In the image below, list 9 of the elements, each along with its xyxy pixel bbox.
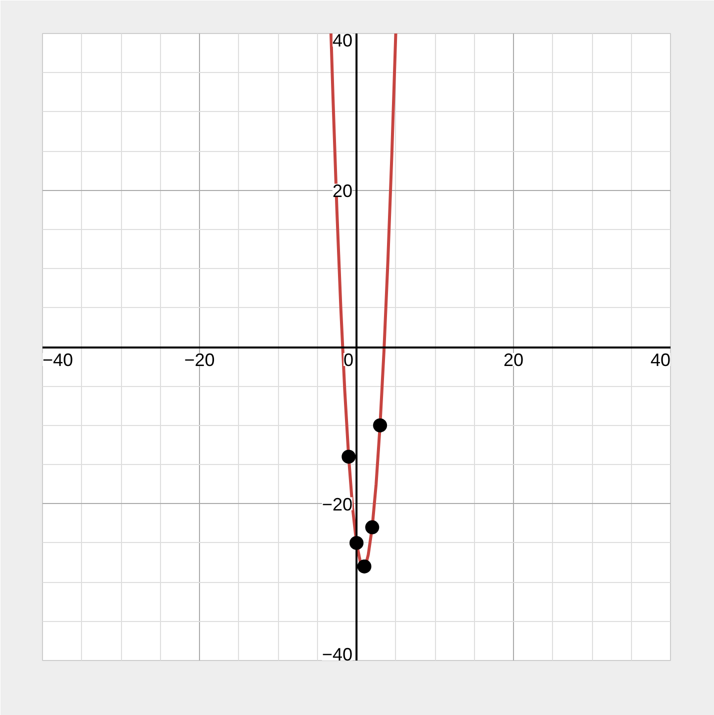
y-tick-label: 20 [332, 180, 353, 201]
x-tick-label: 0 [343, 350, 354, 370]
x-tick-label: 40 [650, 350, 671, 370]
x-tick-label: −40 [42, 350, 74, 370]
y-tick-label: 40 [332, 30, 353, 50]
y-tick-label: −40 [322, 644, 353, 664]
y-tick-label: −20 [322, 494, 353, 514]
x-tick-label: 20 [503, 350, 524, 370]
x-tick-label: −20 [184, 350, 215, 370]
